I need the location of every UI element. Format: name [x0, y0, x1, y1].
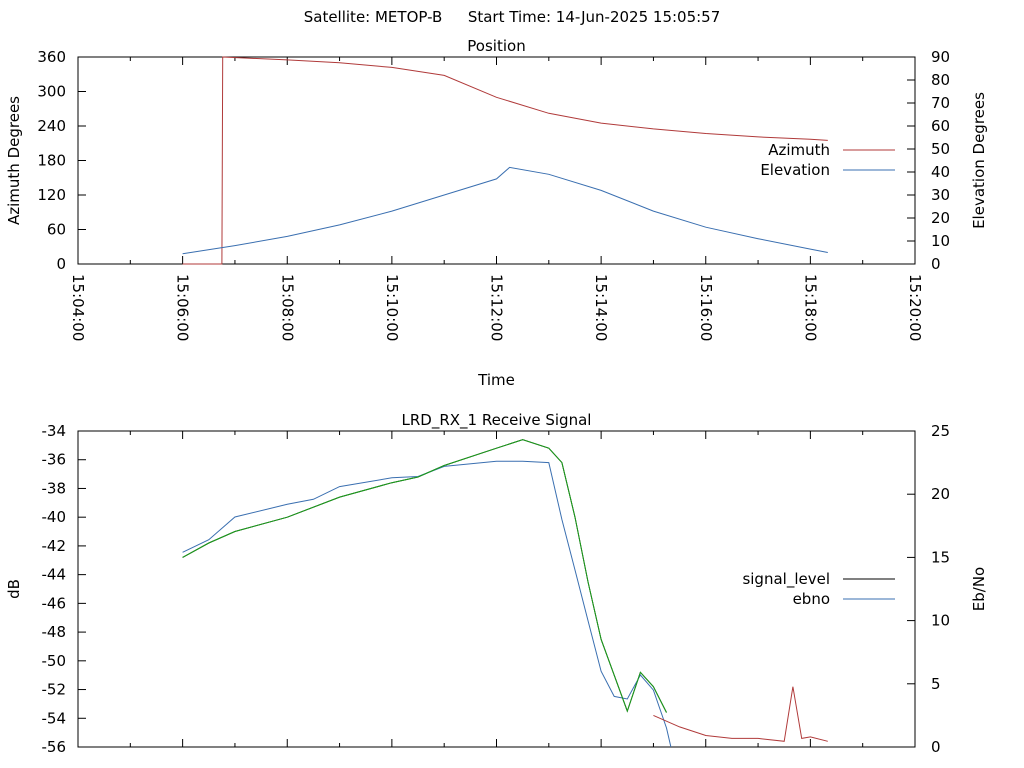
x-tick-label: 15:18:00	[801, 274, 819, 341]
y2-axis-label: Eb/No	[970, 567, 988, 611]
x-tick-label: 15:20:00	[906, 274, 924, 341]
chart-title: LRD_RX_1 Receive Signal	[402, 411, 592, 430]
y2-tick-label: 60	[931, 117, 950, 135]
y2-axis-label: Elevation Degrees	[970, 92, 988, 229]
y2-tick-label: 50	[931, 140, 950, 158]
satellite-header: Satellite: METOP-B Start Time: 14-Jun-20…	[0, 8, 1024, 26]
y2-tick-label: 0	[931, 738, 941, 756]
plot-frame	[77, 430, 916, 748]
y-axis-label: Azimuth Degrees	[5, 96, 23, 225]
x-tick-label: 15:10:00	[383, 274, 401, 341]
y-tick-label: 120	[37, 186, 66, 204]
y-tick-label: -44	[42, 566, 67, 584]
start-time: Start Time: 14-Jun-2025 15:05:57	[467, 8, 721, 26]
y2-tick-label: 15	[931, 548, 950, 566]
y-tick-label: 300	[37, 83, 66, 101]
y2-tick-label: 70	[931, 94, 950, 112]
y2-tick-label: 10	[931, 232, 950, 250]
chart-2: LRD_RX_1 Receive Signal -56 -54 -52 -50 -48 -4…	[5, 411, 988, 756]
y2-tick-label: 80	[931, 71, 950, 89]
chart-1: Position 15:04:00 15:06:00 15:08:00 15:10:00…	[5, 37, 988, 389]
y2-tick-label: 20	[931, 485, 950, 503]
y-tick-label: -38	[42, 479, 67, 497]
y-tick-label: -48	[42, 623, 67, 641]
y-tick-label: 360	[37, 48, 66, 66]
y-tick-label: -54	[42, 709, 67, 727]
legend-label: signal_level	[742, 570, 830, 589]
series-line-Azimuth	[182, 56, 828, 265]
y-tick-label: -34	[42, 422, 67, 440]
y-tick-label: -46	[42, 594, 67, 612]
series-line-signal_level	[182, 439, 667, 713]
satellite-name: Satellite: METOP-B	[303, 8, 443, 26]
x-tick-label: 15:06:00	[174, 274, 192, 341]
legend-label: Azimuth	[768, 141, 830, 159]
series-line-trace-2	[182, 439, 667, 713]
y2-tick-label: 20	[931, 209, 950, 227]
series-line-Elevation	[182, 166, 828, 255]
series-line-ebno	[182, 460, 672, 748]
y-tick-label: 60	[47, 221, 66, 239]
y-tick-label: -36	[42, 451, 67, 469]
y2-tick-label: 30	[931, 186, 950, 204]
x-tick-label: 15:16:00	[697, 274, 715, 341]
y2-tick-label: 0	[931, 255, 941, 273]
series-line-trace-3	[653, 686, 828, 742]
y-tick-label: 180	[37, 152, 66, 170]
x-tick-label: 15:08:00	[278, 274, 296, 341]
y2-tick-label: 25	[931, 422, 950, 440]
y2-tick-label: 40	[931, 163, 950, 181]
y2-tick-label: 10	[931, 612, 950, 630]
x-axis-label: Time	[477, 371, 515, 389]
legend-label: ebno	[793, 590, 830, 608]
x-tick-label: 15:04:00	[69, 274, 87, 341]
legend-label: Elevation	[760, 161, 830, 179]
y-tick-label: 240	[37, 117, 66, 135]
y-tick-label: -50	[42, 652, 67, 670]
x-tick-label: 15:12:00	[488, 274, 506, 341]
y-tick-label: -56	[42, 738, 67, 756]
x-tick-label: 15:14:00	[592, 274, 610, 341]
chart-title: Position	[467, 37, 525, 55]
y2-tick-label: 90	[931, 48, 950, 66]
y-tick-label: -42	[42, 537, 67, 555]
y-tick-label: -52	[42, 681, 67, 699]
y2-tick-label: 5	[931, 675, 941, 693]
y-tick-label: -40	[42, 508, 67, 526]
y-axis-label: dB	[5, 579, 23, 599]
y-tick-label: 0	[56, 255, 66, 273]
